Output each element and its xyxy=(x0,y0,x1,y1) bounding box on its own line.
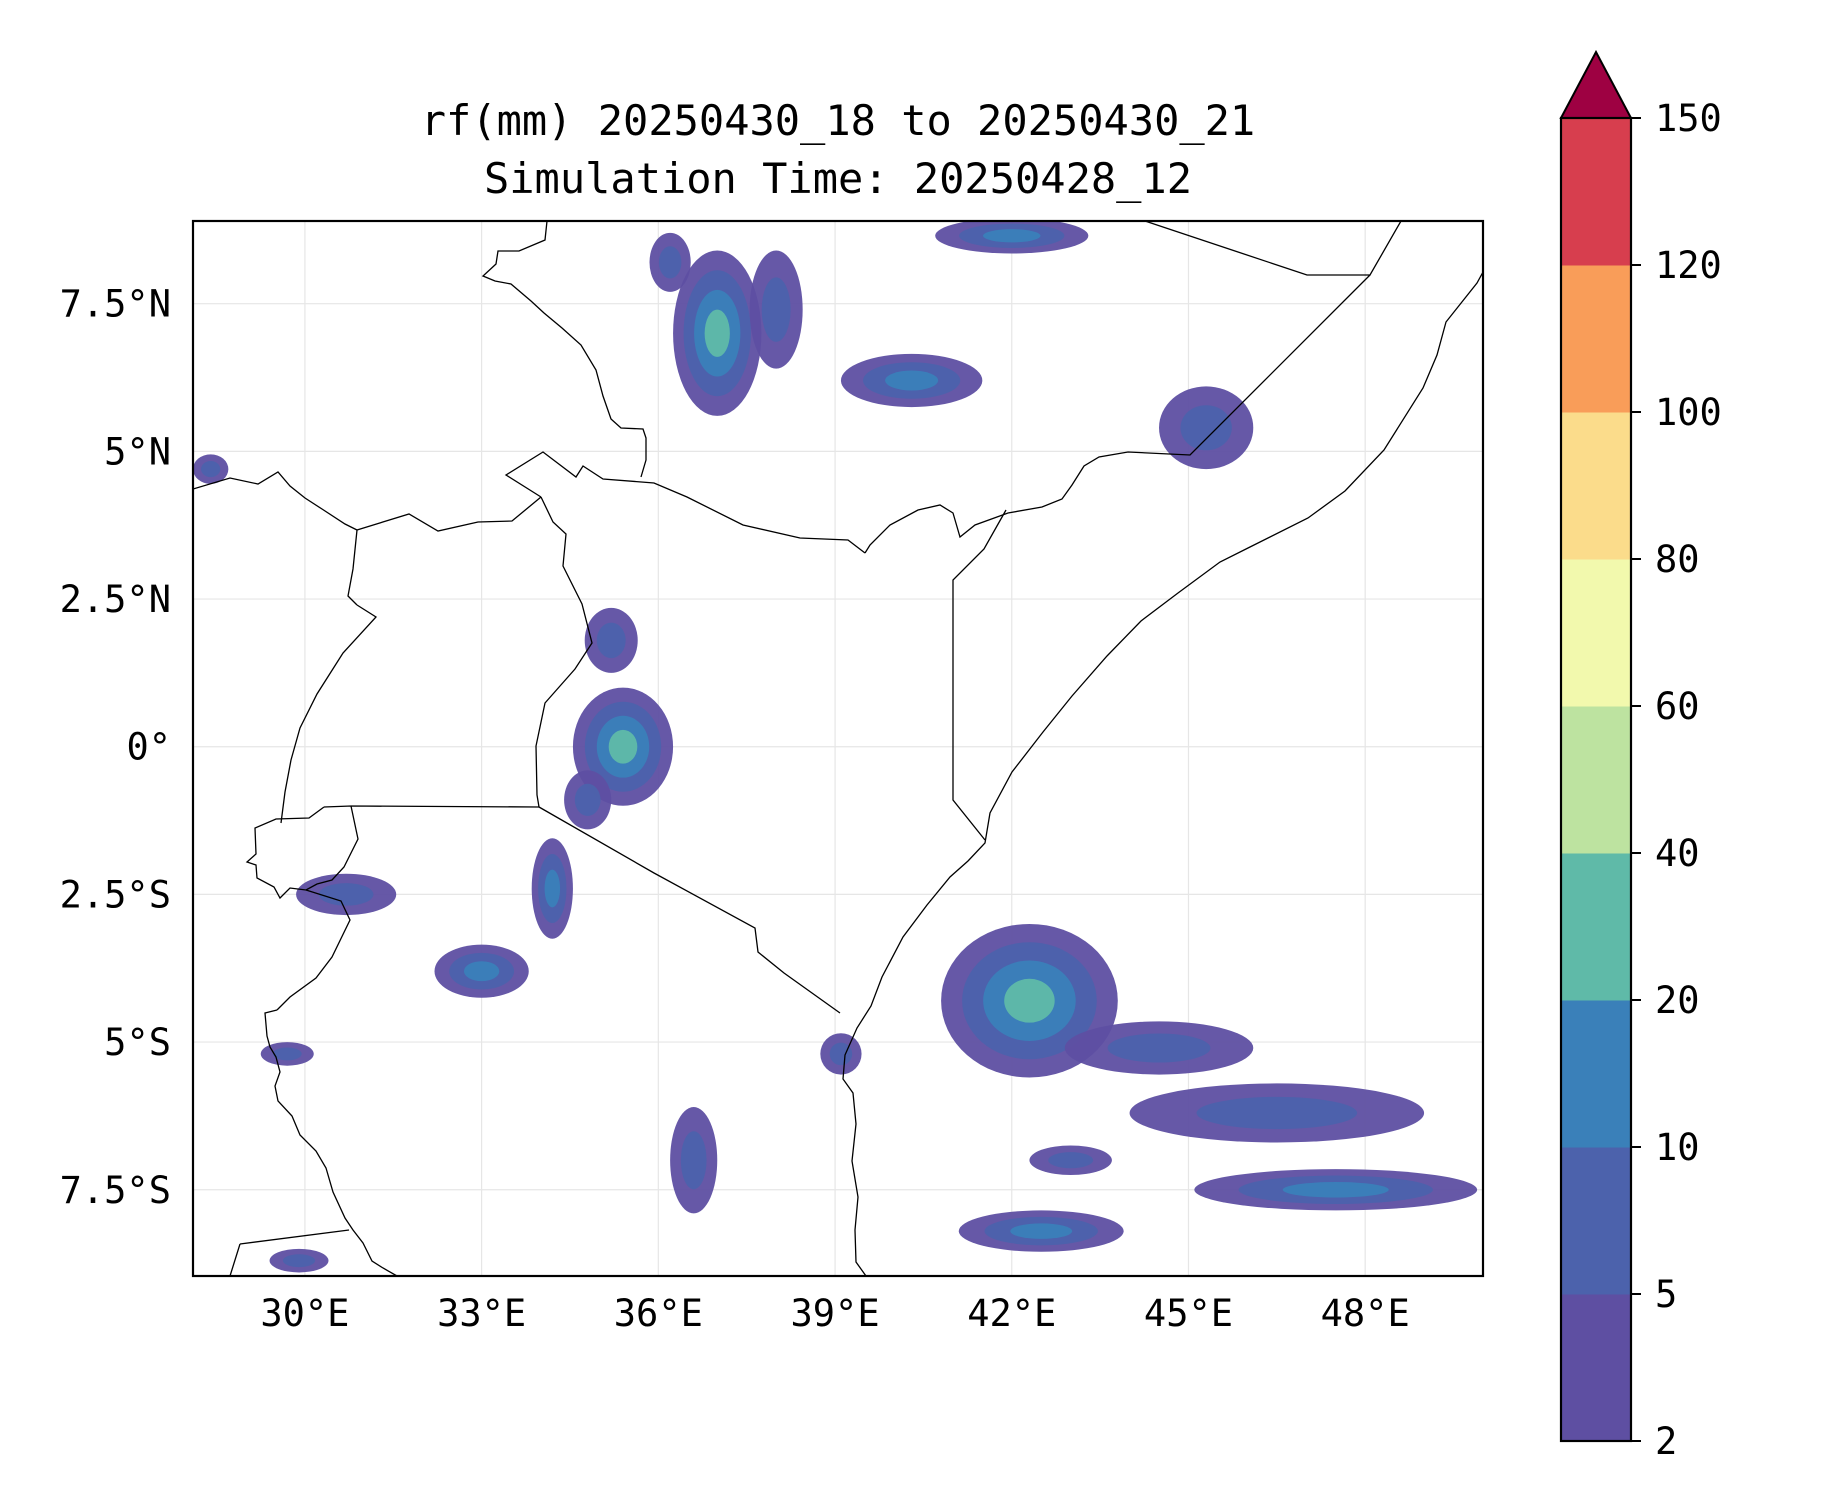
colorbar-segment xyxy=(1561,1294,1631,1442)
border-uganda-drc xyxy=(280,604,378,824)
title-line-2: Simulation Time: 20250428_12 xyxy=(483,154,1192,203)
colorbar-tick-label: 120 xyxy=(1655,244,1722,287)
rainfall-cell xyxy=(749,250,803,369)
border-kenya-ethiopia xyxy=(504,451,866,554)
colorbar-tick-label: 80 xyxy=(1655,538,1700,581)
colorbar-segment xyxy=(1561,559,1631,707)
border-zambia-tanzania xyxy=(239,1229,350,1245)
latitude-axis: 7.5°N 5°N 2.5°N 0° 2.5°S 5°S 7.5°S xyxy=(60,283,171,1212)
rainfall-cell xyxy=(673,250,762,416)
colorbar-segment xyxy=(1561,412,1631,560)
x-tick-label: 33°E xyxy=(437,1292,526,1335)
colorbar-segment xyxy=(1561,1147,1631,1295)
x-tick-label: 39°E xyxy=(791,1292,880,1335)
x-tick-label: 42°E xyxy=(967,1292,1056,1335)
rainfall-cell xyxy=(584,607,638,673)
rainfall-cell xyxy=(935,221,1089,254)
y-tick-label: 5°N xyxy=(104,430,171,473)
border-drc-zambia xyxy=(229,1243,241,1276)
rainfall-contours xyxy=(193,221,1478,1273)
country-borders xyxy=(193,221,1483,1276)
x-tick-label: 45°E xyxy=(1144,1292,1233,1335)
border-ethiopia-somalia xyxy=(864,274,1371,554)
title-line-1: rf(mm) 20250430_18 to 20250430_21 xyxy=(420,96,1256,145)
rainfall-cell xyxy=(1194,1169,1478,1211)
border-somalia-ethiopia-kenya xyxy=(952,509,1007,841)
colorbar-tick-label: 100 xyxy=(1655,391,1722,434)
colorbar-tick-label: 20 xyxy=(1655,979,1700,1022)
rainfall-cell xyxy=(296,873,397,916)
longitude-axis: 30°E 33°E 36°E 39°E 42°E 45°E 48°E xyxy=(260,1292,1409,1335)
border-burundi-tanzania xyxy=(276,889,351,1011)
rainfall-cell xyxy=(193,454,229,484)
y-tick-label: 2.5°S xyxy=(60,873,171,916)
colorbar-tick-label: 5 xyxy=(1655,1273,1677,1316)
border-southsudan-uganda xyxy=(347,496,542,606)
border-ethiopia-sudan xyxy=(481,221,647,478)
colorbar-segment xyxy=(1561,118,1631,266)
border-drc-tanzania-lake xyxy=(264,1009,398,1276)
map-frame xyxy=(191,219,1485,1278)
rainfall-cell xyxy=(649,232,691,292)
colorbar-tick-label: 40 xyxy=(1655,832,1700,875)
coastline xyxy=(842,271,1483,1276)
colorbar-extend-arrow xyxy=(1559,49,1633,119)
rainfall-cell xyxy=(564,770,612,830)
border-kenya-tanzania xyxy=(538,806,841,1014)
y-tick-label: 2.5°N xyxy=(60,578,171,621)
colorbar-frame xyxy=(1559,116,1633,1443)
y-tick-label: 7.5°S xyxy=(60,1169,171,1212)
rainfall-cell xyxy=(1129,1083,1425,1143)
border-kenya-uganda xyxy=(535,496,593,808)
rainfall-cell xyxy=(531,838,573,939)
colorbar: 2 5 10 20 40 60 80 100 120 150 xyxy=(1559,49,1722,1463)
x-tick-label: 36°E xyxy=(614,1292,703,1335)
rainfall-cell xyxy=(840,353,983,408)
rainfall-cell xyxy=(1159,386,1254,470)
rainfall-cell xyxy=(260,1042,314,1066)
colorbar-segment xyxy=(1561,853,1631,1001)
x-tick-label: 30°E xyxy=(260,1292,349,1335)
rainfall-cell xyxy=(958,1210,1124,1252)
rainfall-cell xyxy=(820,1033,862,1075)
colorbar-tick-label: 150 xyxy=(1655,97,1722,140)
colorbar-segment xyxy=(1561,265,1631,413)
x-tick-label: 48°E xyxy=(1321,1292,1410,1335)
colorbar-segment xyxy=(1561,1000,1631,1148)
y-tick-label: 0° xyxy=(126,726,171,769)
map-title: rf(mm) 20250430_18 to 20250430_21 Simula… xyxy=(193,92,1483,208)
border-southsudan-drc-car xyxy=(193,471,358,531)
y-tick-label: 5°S xyxy=(104,1021,171,1064)
border-somaliland-ethiopia xyxy=(1144,221,1402,276)
colorbar-tick-label: 60 xyxy=(1655,685,1700,728)
rainfall-cell xyxy=(269,1248,329,1273)
colorbar-tick-label: 10 xyxy=(1655,1126,1700,1169)
colorbar-segment xyxy=(1561,706,1631,854)
border-rwanda-burundi xyxy=(245,805,359,900)
rainfall-cell xyxy=(434,944,529,998)
rainfall-cell xyxy=(670,1107,718,1214)
y-tick-label: 7.5°N xyxy=(60,283,171,326)
rainfall-cell xyxy=(1029,1145,1112,1175)
rainfall-cell xyxy=(1064,1021,1254,1075)
colorbar-tick-label: 2 xyxy=(1655,1420,1677,1463)
